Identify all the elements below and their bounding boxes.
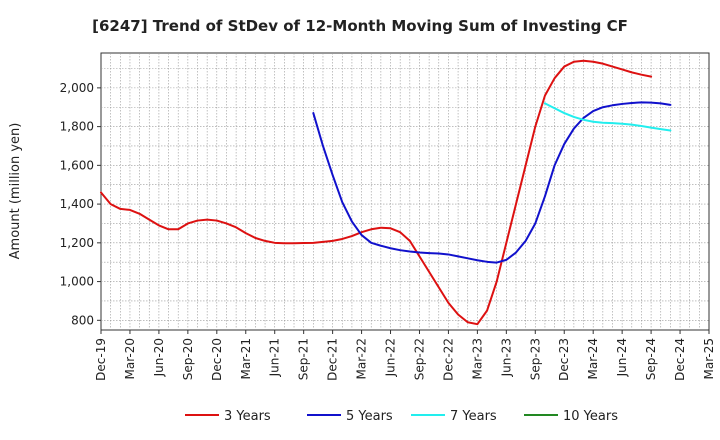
plot-area <box>100 52 710 331</box>
chart-title: [6247] Trend of StDev of 12-Month Moving… <box>92 17 628 35</box>
x-tick-label: Sep-23 <box>528 338 542 380</box>
x-tick-label: Dec-23 <box>557 338 571 381</box>
y-tick-label: 1,000 <box>60 275 94 289</box>
y-axis-title: Amount (million yen) <box>8 123 23 260</box>
legend-label: 7 Years <box>450 409 497 424</box>
legend-label: 10 Years <box>563 409 618 424</box>
x-tick-label: Sep-24 <box>644 338 658 380</box>
x-tick-label: Dec-20 <box>210 338 224 381</box>
x-tick-label: Dec-24 <box>673 338 687 381</box>
x-tick-label: Sep-22 <box>412 338 426 380</box>
series-lines <box>100 59 672 326</box>
y-tick-label: 1,400 <box>60 197 94 211</box>
y-tick-label: 800 <box>71 313 94 327</box>
x-tick-label: Dec-21 <box>326 338 340 381</box>
legend: 3 Years 5 Years 7 Years 10 Years <box>185 409 618 424</box>
x-tick-label: Dec-22 <box>441 338 455 381</box>
grid-lines <box>101 53 709 330</box>
x-tick-label: Mar-25 <box>702 338 716 379</box>
y-axis: 800 1,000 1,200 1,400 1,600 1,800 2,000 <box>60 81 101 327</box>
x-tick-label: Dec-19 <box>94 338 108 381</box>
x-tick-label: Mar-24 <box>586 338 600 379</box>
x-tick-label: Mar-23 <box>470 338 484 379</box>
y-tick-label: 2,000 <box>60 81 94 95</box>
legend-label: 3 Years <box>224 409 271 424</box>
x-tick-label: Jun-23 <box>499 338 513 377</box>
x-tick-label: Jun-21 <box>268 338 282 377</box>
legend-label: 5 Years <box>346 409 393 424</box>
y-tick-label: 1,600 <box>60 158 94 172</box>
y-tick-label: 1,800 <box>60 120 94 134</box>
x-tick-label: Jun-20 <box>152 338 166 377</box>
x-axis: Dec-19 Mar-20 Jun-20 Sep-20 Dec-20 Mar-21 Jun-… <box>94 330 716 381</box>
x-tick-label: Sep-20 <box>181 338 195 380</box>
x-tick-label: Sep-21 <box>297 338 311 380</box>
x-tick-label: Mar-20 <box>123 338 137 379</box>
y-tick-label: 1,200 <box>60 236 94 250</box>
series-line-7-years <box>543 102 672 132</box>
series-line-3-years <box>100 59 653 326</box>
series-line-5-years <box>312 101 672 264</box>
x-tick-label: Mar-21 <box>239 338 253 379</box>
x-tick-label: Mar-22 <box>355 338 369 379</box>
x-tick-label: Jun-24 <box>615 338 629 377</box>
x-tick-label: Jun-22 <box>384 338 398 377</box>
